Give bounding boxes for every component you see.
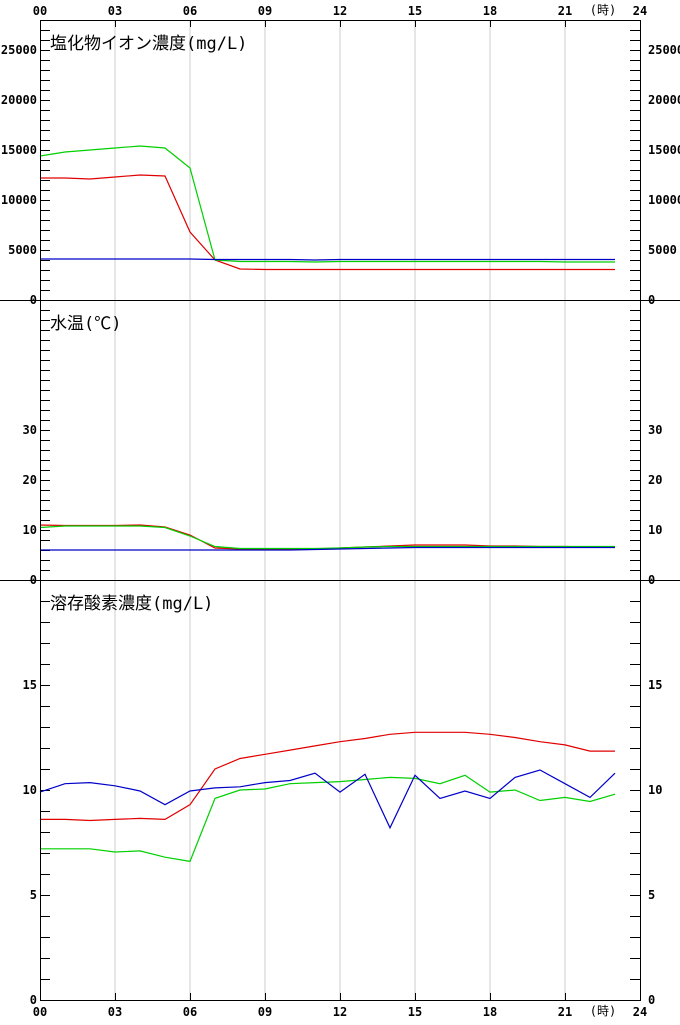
x-tick-label-bottom: 15 [408,1005,422,1019]
series-line-blue [40,258,615,261]
y-tick-label-left: 25000 [1,43,37,57]
x-tick-label-top: 03 [108,4,122,18]
y-tick-label-right: 15 [648,678,662,692]
series-layer [39,145,616,863]
y-tick-label-left: 20 [23,473,37,487]
y-tick-label-left: 10 [23,523,37,537]
y-tick-label-left: 0 [30,993,37,1007]
frame-layer [0,20,680,1001]
series-line-blue [40,546,615,551]
series-line-green [39,525,615,550]
y-tick-label-right: 20000 [648,93,680,107]
y-tick-label-left: 10 [23,783,37,797]
y-tick-label-right: 0 [648,293,655,307]
tick-layer [40,20,641,1000]
x-tick-label-bottom: 21 [558,1005,572,1019]
y-tick-label-left: 30 [23,423,37,437]
y-tick-label-left: 0 [30,293,37,307]
y-tick-label-right: 5 [648,888,655,902]
y-tick-label-left: 10000 [1,193,37,207]
y-tick-label-right: 20 [648,473,662,487]
y-tick-label-right: 0 [648,993,655,1007]
label-layer: 0050005000100001000015000150002000020000… [1,3,680,1019]
panel-title: 水温(℃) [50,314,121,334]
x-tick-label-top: 24 [633,4,647,18]
y-tick-label-right: 10 [648,783,662,797]
x-tick-label-top: 12 [333,4,347,18]
series-line-red [40,174,615,271]
plot-frame [40,20,641,1001]
x-tick-label-bottom: 09 [258,1005,272,1019]
x-unit-label-bottom: (時) [590,1004,616,1018]
x-tick-label-bottom: 24 [633,1005,647,1019]
series-line-red [39,524,615,551]
series-line-red [40,731,615,822]
y-tick-label-right: 15000 [648,143,680,157]
y-tick-label-left: 0 [30,573,37,587]
panel-title: 塩化物イオン濃度(mg/L) [50,34,247,54]
x-tick-label-bottom: 18 [483,1005,497,1019]
y-tick-label-left: 15000 [1,143,37,157]
y-tick-label-left: 15 [23,678,37,692]
x-tick-label-top: 21 [558,4,572,18]
x-tick-label-top: 18 [483,4,497,18]
x-unit-label-top: (時) [590,3,616,17]
y-tick-label-left: 5 [30,888,37,902]
y-tick-label-left: 20000 [1,93,37,107]
y-tick-label-right: 30 [648,423,662,437]
x-tick-label-bottom: 03 [108,1005,122,1019]
y-tick-label-right: 10 [648,523,662,537]
series-line-green [39,145,615,263]
x-tick-label-top: 09 [258,4,272,18]
x-tick-label-top: 15 [408,4,422,18]
x-tick-label-bottom: 06 [183,1005,197,1019]
series-line-blue [39,769,616,830]
x-tick-label-bottom: 12 [333,1005,347,1019]
x-tick-label-top: 06 [183,4,197,18]
y-tick-label-left: 5000 [8,243,37,257]
x-tick-label-bottom: 00 [33,1005,47,1019]
y-tick-label-right: 25000 [648,43,680,57]
grid-layer [114,20,566,1000]
y-tick-label-right: 5000 [648,243,677,257]
x-tick-label-top: 00 [33,4,47,18]
y-tick-label-right: 0 [648,573,655,587]
y-tick-label-right: 10000 [648,193,680,207]
panel-title: 溶存酸素濃度(mg/L) [50,594,213,614]
